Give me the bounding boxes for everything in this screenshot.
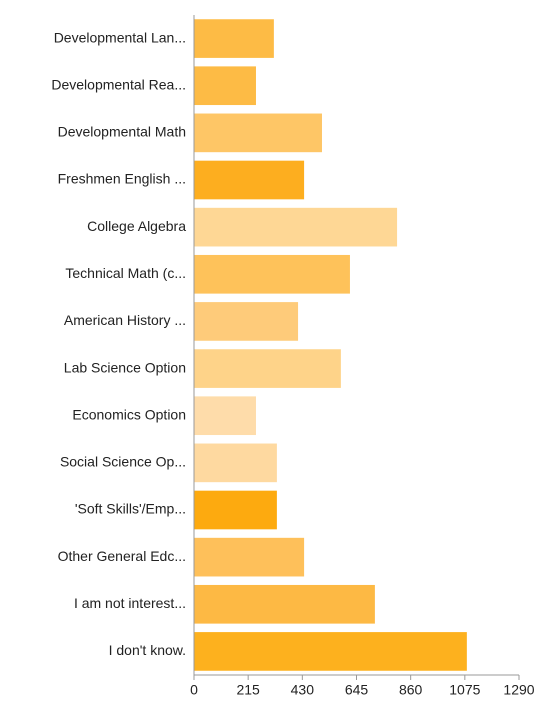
bar	[194, 207, 398, 247]
bar	[194, 160, 305, 200]
bar	[194, 443, 277, 483]
y-tick-label: Freshmen English ...	[58, 171, 186, 187]
x-tick-label: 215	[236, 682, 260, 698]
y-tick-label: Other General Edc...	[58, 548, 186, 564]
x-tick-label: 645	[345, 682, 369, 698]
y-tick-label: Developmental Math	[58, 124, 186, 140]
bar	[194, 584, 375, 624]
x-tick-label: 1075	[449, 682, 480, 698]
y-tick-label: Economics Option	[72, 406, 186, 422]
bar	[194, 113, 322, 153]
bar	[194, 490, 277, 530]
y-tick-label: Developmental Lan...	[54, 29, 186, 45]
bar	[194, 66, 256, 106]
y-tick-label: Social Science Op...	[60, 454, 186, 470]
y-tick-label: I am not interest...	[74, 595, 186, 611]
bar	[194, 302, 299, 341]
y-tick-label: College Algebra	[87, 218, 186, 234]
y-tick-label: American History ...	[64, 312, 186, 328]
bar	[194, 349, 341, 388]
x-tick-label: 0	[190, 682, 198, 698]
bar	[194, 537, 305, 577]
y-tick-label: Developmental Rea...	[51, 76, 186, 92]
bar	[194, 19, 274, 58]
y-tick-label: Technical Math (c...	[65, 265, 186, 281]
bar	[194, 396, 256, 436]
y-tick-label: I don't know.	[109, 642, 186, 658]
bar	[194, 632, 467, 671]
y-tick-label: 'Soft Skills'/Emp...	[75, 501, 186, 517]
x-tick-label: 860	[399, 682, 423, 698]
bar	[194, 254, 350, 294]
y-tick-label: Lab Science Option	[64, 359, 186, 375]
x-tick-label: 1290	[503, 682, 534, 698]
x-tick-label: 430	[291, 682, 315, 698]
